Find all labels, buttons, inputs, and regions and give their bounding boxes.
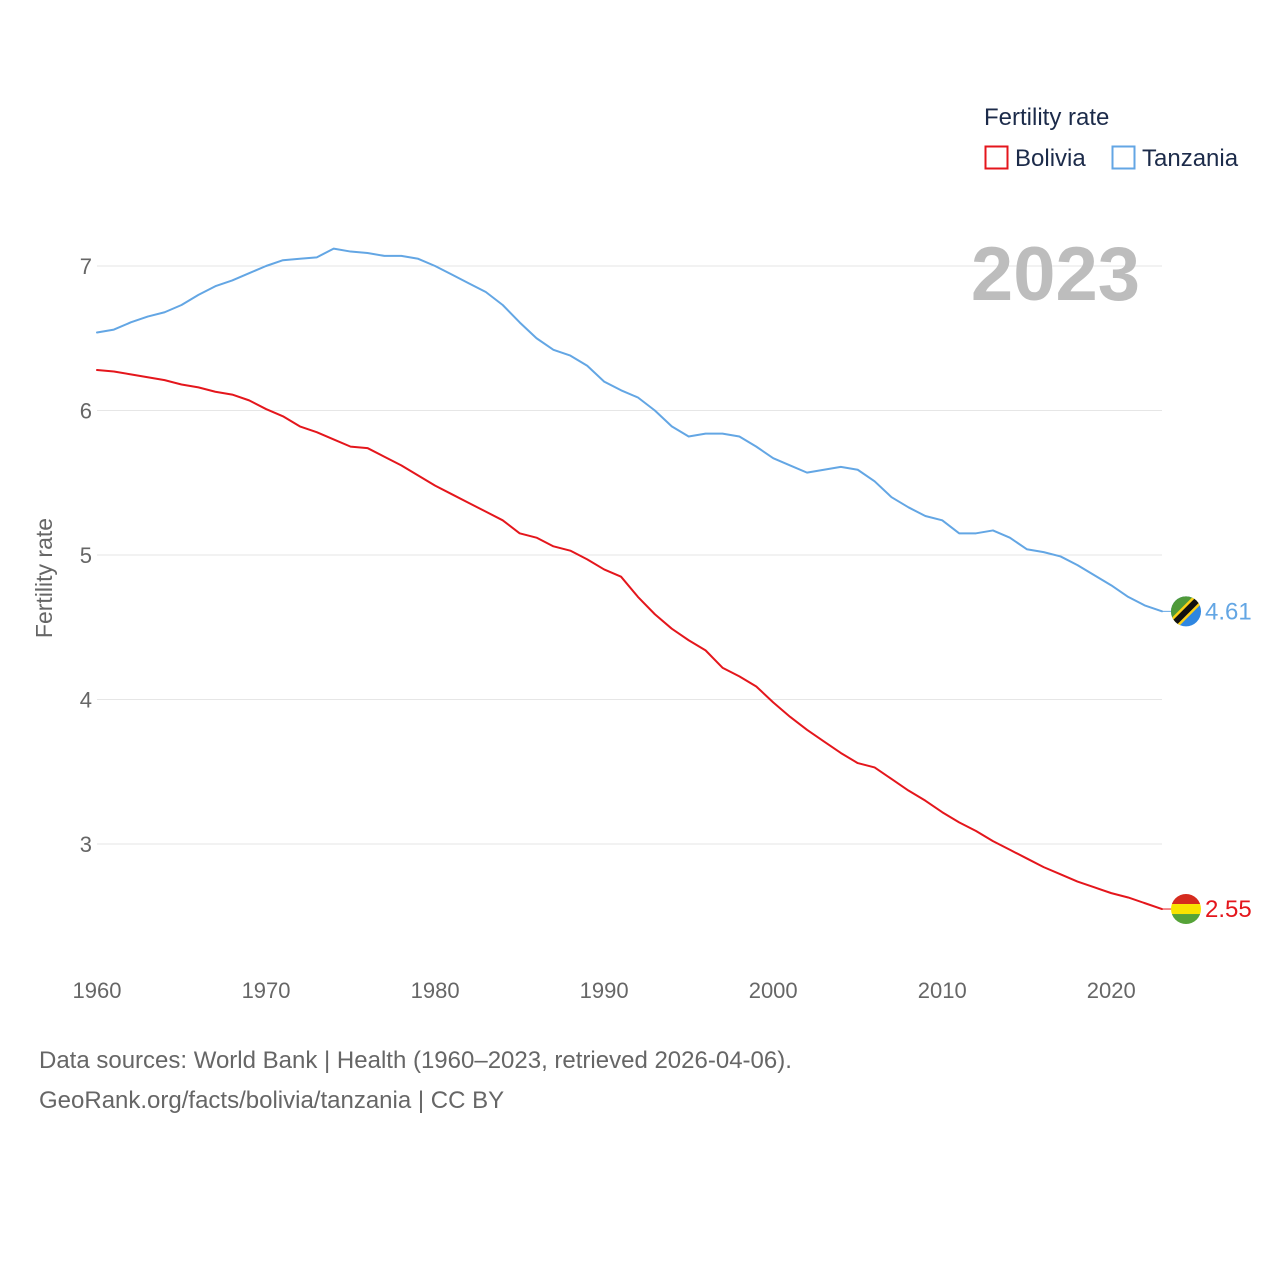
gridlines: [97, 265, 1162, 845]
x-tick-label-1980: 1980: [411, 978, 460, 1003]
x-axis-ticks: 1960 1970 1980 1990 2000 2010 2020: [73, 978, 1136, 1003]
tanzania-flag-icon: [1171, 596, 1201, 627]
y-axis-ticks: 3 4 5 6 7: [80, 254, 92, 857]
x-tick-label-2000: 2000: [749, 978, 798, 1003]
x-tick-label-2020: 2020: [1087, 978, 1136, 1003]
x-tick-label-2010: 2010: [918, 978, 967, 1003]
legend-swatch-tanzania: [1111, 145, 1136, 170]
x-tick-label-1990: 1990: [580, 978, 629, 1003]
bolivia-line: [96, 369, 1163, 911]
legend-label-bolivia: Bolivia: [1015, 145, 1086, 172]
legend-title: Fertility rate: [984, 104, 1109, 131]
y-tick-label-4: 4: [80, 688, 92, 713]
series-lines: 2.55 4.61: [96, 247, 1252, 923]
bolivia-end-value-label: 2.55: [1205, 896, 1252, 923]
tanzania-line: [96, 247, 1163, 613]
legend-item-bolivia[interactable]: Bolivia: [984, 145, 1087, 172]
legend-item-tanzania[interactable]: Tanzania: [1111, 145, 1239, 172]
bolivia-flag-icon: [1171, 894, 1201, 925]
x-tick-label-1970: 1970: [242, 978, 291, 1003]
y-tick-label-7: 7: [80, 254, 92, 279]
legend: Fertility rate Bolivia Tanzania: [984, 104, 1239, 172]
x-tick-label-1960: 1960: [73, 978, 122, 1003]
y-tick-label-5: 5: [80, 543, 92, 568]
y-tick-label-6: 6: [80, 399, 92, 424]
y-axis-label: Fertility rate: [31, 518, 57, 638]
footer-credit: GeoRank.org/facts/bolivia/tanzania | CC …: [39, 1087, 504, 1114]
year-annotation: 2023: [971, 232, 1140, 317]
tanzania-end-value-label: 4.61: [1205, 598, 1252, 625]
legend-label-tanzania: Tanzania: [1142, 145, 1239, 172]
y-tick-label-3: 3: [80, 832, 92, 857]
footer-source: Data sources: World Bank | Health (1960–…: [39, 1047, 792, 1074]
legend-swatch-bolivia: [984, 145, 1009, 170]
